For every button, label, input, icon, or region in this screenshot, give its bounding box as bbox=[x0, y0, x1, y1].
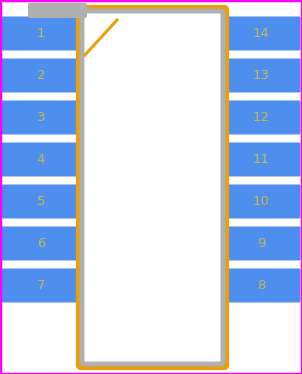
FancyBboxPatch shape bbox=[2, 184, 81, 218]
Text: 8: 8 bbox=[257, 279, 265, 292]
Text: 3: 3 bbox=[37, 111, 45, 124]
FancyBboxPatch shape bbox=[221, 269, 300, 303]
Text: 9: 9 bbox=[257, 237, 265, 250]
Text: 2: 2 bbox=[37, 69, 45, 82]
Text: 7: 7 bbox=[37, 279, 45, 292]
Text: 6: 6 bbox=[37, 237, 45, 250]
FancyBboxPatch shape bbox=[221, 101, 300, 135]
FancyBboxPatch shape bbox=[221, 142, 300, 177]
FancyBboxPatch shape bbox=[2, 16, 81, 50]
Text: 1: 1 bbox=[37, 27, 45, 40]
FancyBboxPatch shape bbox=[2, 142, 81, 177]
FancyBboxPatch shape bbox=[221, 16, 300, 50]
Text: 11: 11 bbox=[252, 153, 269, 166]
FancyBboxPatch shape bbox=[221, 184, 300, 218]
Text: 10: 10 bbox=[252, 195, 269, 208]
FancyBboxPatch shape bbox=[221, 58, 300, 92]
FancyBboxPatch shape bbox=[221, 227, 300, 261]
FancyBboxPatch shape bbox=[2, 58, 81, 92]
FancyBboxPatch shape bbox=[82, 11, 223, 364]
Text: 13: 13 bbox=[252, 69, 269, 82]
Text: 14: 14 bbox=[252, 27, 269, 40]
FancyBboxPatch shape bbox=[28, 3, 87, 18]
Text: 4: 4 bbox=[37, 153, 45, 166]
Text: 12: 12 bbox=[252, 111, 269, 124]
Text: 5: 5 bbox=[37, 195, 45, 208]
FancyBboxPatch shape bbox=[2, 269, 81, 303]
FancyBboxPatch shape bbox=[2, 101, 81, 135]
FancyBboxPatch shape bbox=[2, 227, 81, 261]
